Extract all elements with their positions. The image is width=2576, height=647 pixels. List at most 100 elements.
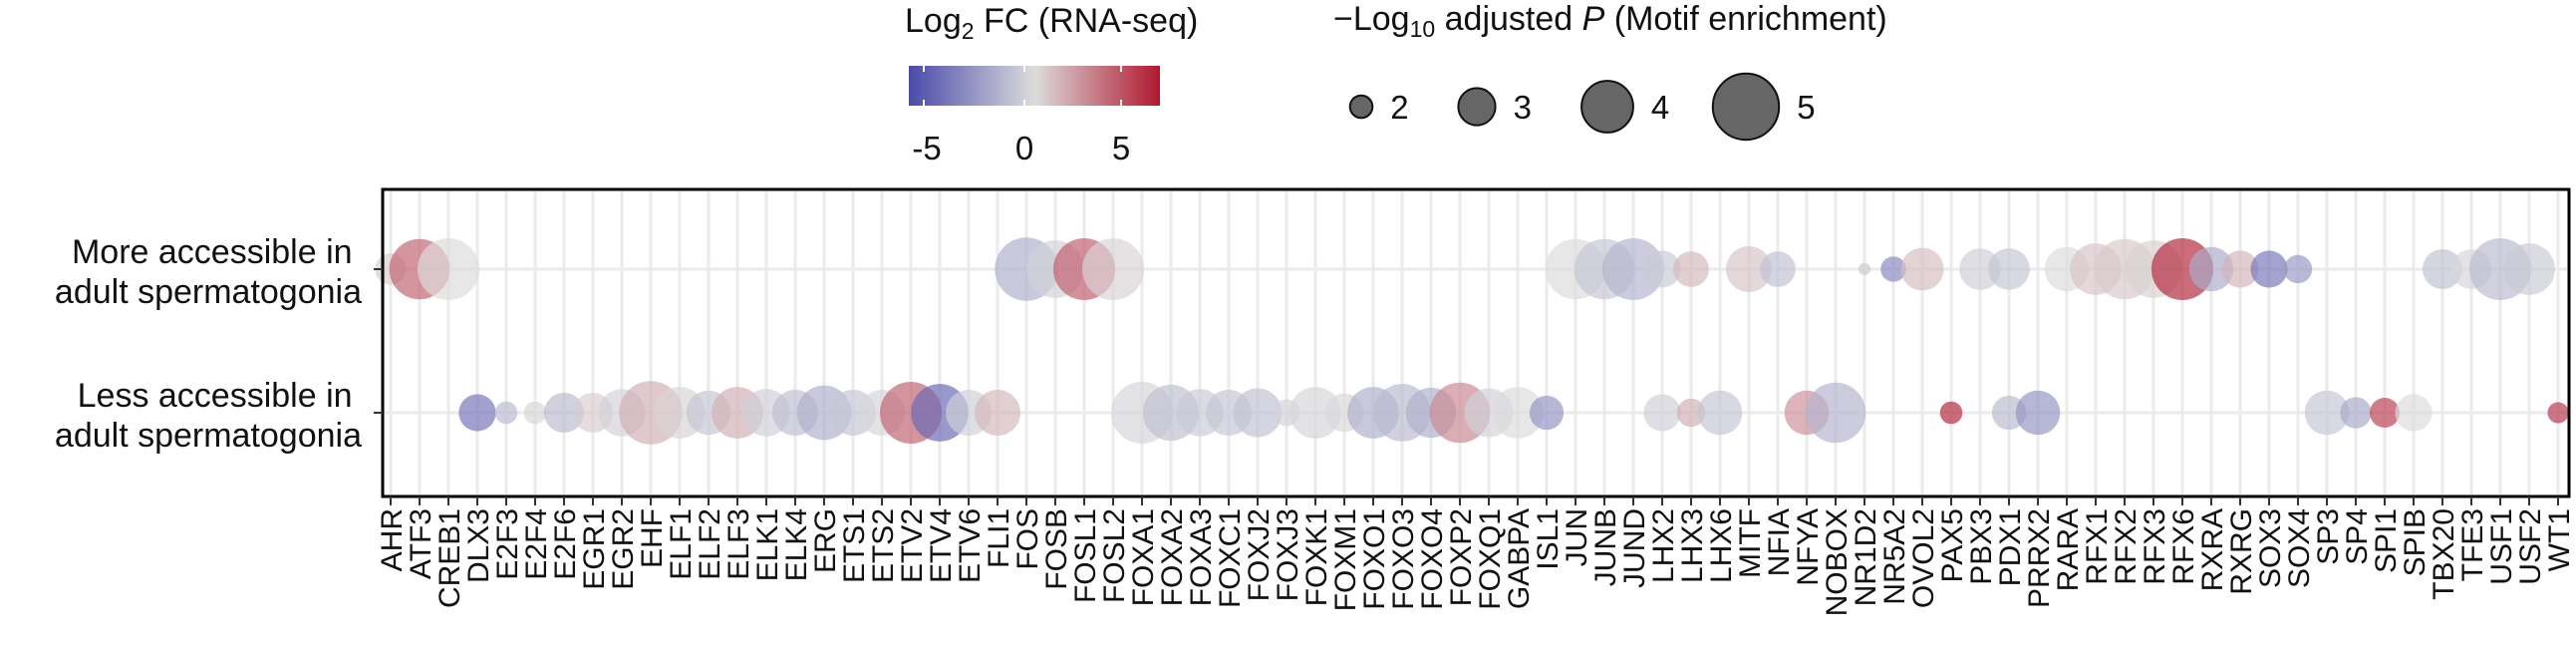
- color-legend-ticks: -5 0 5: [912, 66, 1130, 166]
- plot-border: [381, 187, 2571, 498]
- bubble-ovol2-more: [1900, 247, 1944, 291]
- x-tick-label: RXRA: [2196, 508, 2229, 591]
- y-label-line-2: adult spermatogonia: [55, 273, 362, 311]
- bubble-nfia-more: [1760, 251, 1796, 287]
- x-tick-label: FOSL2: [1098, 508, 1131, 603]
- x-tick-label: FOXQ1: [1474, 508, 1507, 610]
- size-legend: −Log10 adjusted P (Motif enrichment) 2 3 4…: [1333, 0, 1887, 142]
- size-legend-title: −Log10 adjusted P (Motif enrichment): [1333, 0, 1887, 42]
- x-tick-label: RFX3: [2139, 508, 2171, 585]
- x-tick-label: NR5A2: [1878, 508, 1911, 605]
- bubble-lhx3-more: [1673, 251, 1709, 287]
- bubble-isl1-less: [1529, 395, 1565, 431]
- x-tick-label: PRRX2: [2023, 508, 2056, 608]
- x-tick-label: PDX1: [1994, 508, 2027, 586]
- x-tick-label: AHR: [376, 508, 409, 571]
- x-tick-label: USF1: [2485, 508, 2518, 585]
- y-label-line-2: adult spermatogonia: [55, 417, 362, 455]
- x-tick-label: JUNB: [1589, 508, 1622, 586]
- bubble-e2f3-less: [494, 401, 518, 425]
- x-tick-label: SPI1: [2370, 508, 2403, 573]
- bubble-sp4-less: [2340, 397, 2372, 429]
- color-legend-tick-label: 5: [1112, 130, 1130, 166]
- bubble-creb1-more: [417, 237, 480, 301]
- x-tick-label: ELK1: [751, 508, 784, 581]
- x-tick-label: CREB1: [433, 508, 466, 608]
- x-tick-label: ERG: [809, 508, 842, 573]
- x-tick-label: ATF3: [405, 508, 437, 579]
- x-tick-label: FLI1: [983, 508, 1015, 568]
- x-tick-label: FOXO3: [1387, 508, 1420, 610]
- x-tick-label: FOXO1: [1358, 508, 1391, 610]
- x-tick-label: EGR2: [607, 508, 640, 590]
- x-tick-label: WT1: [2543, 508, 2576, 571]
- y-label-less-accessible: Less accessible in adult spermatogonia: [55, 377, 362, 455]
- x-tick-label: JUN: [1561, 508, 1593, 566]
- bubble-sox3-more: [2250, 250, 2288, 288]
- color-legend-tick-label: 0: [1015, 130, 1033, 166]
- bubble-jund-more: [1601, 237, 1665, 301]
- x-tick-label: NOBOX: [1821, 508, 1854, 616]
- bubble-foxk1-less: [1289, 387, 1341, 439]
- x-tick-label: ETS2: [867, 508, 900, 583]
- bubble-fosl2-more: [1081, 237, 1145, 301]
- bubble-lhx3-less: [1676, 398, 1706, 428]
- size-legend-circle: [1580, 80, 1634, 134]
- size-legend-label: 2: [1390, 89, 1408, 126]
- x-tick-label: FOXA2: [1156, 508, 1189, 606]
- bubble-lhx6-less: [1697, 390, 1743, 436]
- x-tick-label: ELK4: [780, 508, 813, 581]
- x-tick-label: FOSB: [1040, 508, 1073, 590]
- x-tick-label: ETS1: [838, 508, 871, 583]
- bubble-pbx3-more: [1959, 248, 2001, 290]
- x-tick-label: SPIB: [2399, 508, 2432, 576]
- size-legend-circle: [1348, 94, 1374, 120]
- size-legend-label: 4: [1651, 89, 1669, 126]
- x-tick-label: ETV6: [954, 508, 987, 583]
- x-tick-label: FOSL1: [1069, 508, 1102, 603]
- x-tick-label: LHX2: [1647, 508, 1680, 583]
- bubble-dlx3-less: [458, 394, 496, 432]
- bubble-tbx20-more: [2422, 248, 2463, 290]
- x-tick-label: NFIA: [1763, 508, 1796, 576]
- bubble-pax5-less: [1939, 401, 1963, 425]
- color-legend-title: Log2 FC (RNA-seq): [905, 2, 1198, 44]
- bubble-foxj2-less: [1233, 388, 1283, 438]
- size-legend-circle: [1711, 72, 1781, 142]
- y-label-more-accessible: More accessible in adult spermatogonia: [55, 233, 362, 311]
- x-tick-label: USF2: [2514, 508, 2547, 585]
- color-legend-gradient-bar: [909, 66, 1160, 106]
- x-tick-label: LHX6: [1705, 508, 1738, 583]
- x-tick-label: EHF: [636, 508, 669, 568]
- bubble-nobox-less: [1805, 382, 1866, 444]
- bubble-pdx1-more: [1988, 248, 2030, 290]
- bubble-gabpa-less: [1492, 387, 1544, 439]
- x-tick-label: FOXJ2: [1243, 508, 1276, 601]
- x-tick-label: FOXJ3: [1272, 508, 1304, 601]
- bubble-usf2-more: [2503, 243, 2555, 295]
- x-tick-label: ETV2: [896, 508, 929, 583]
- x-tick-label: SP3: [2312, 508, 2345, 565]
- x-tick-label: SOX4: [2283, 508, 2316, 588]
- x-tick-label: PBX3: [1965, 508, 1998, 585]
- plot-background: [383, 189, 2569, 496]
- x-tick-label: RFX2: [2110, 508, 2143, 585]
- bubble-lhx2-less: [1643, 394, 1681, 432]
- bubble-spi1-less: [2370, 398, 2400, 428]
- x-axis-labels: AHRATF3CREB1DLX3E2F3E2F4E2F6EGR1EGR2EHFE…: [376, 508, 2576, 616]
- y-axis-labels: More accessible in adult spermatogonia L…: [55, 233, 362, 455]
- x-tick-label: SP4: [2341, 508, 2374, 565]
- x-tick-label: FOXA3: [1185, 508, 1218, 606]
- x-tick-label: JUND: [1618, 508, 1651, 588]
- size-legend-circle: [1457, 87, 1497, 127]
- x-tick-label: FOXM1: [1329, 508, 1362, 611]
- x-tick-label: NFYA: [1792, 508, 1825, 586]
- x-tick-label: FOXP2: [1445, 508, 1478, 606]
- x-tick-label: FOXO4: [1416, 508, 1449, 610]
- bubble-sox4-more: [2283, 254, 2313, 284]
- x-tick-label: PAX5: [1936, 508, 1969, 583]
- x-tick-label: SOX3: [2254, 508, 2287, 588]
- x-tick-label: E2F6: [549, 508, 582, 580]
- bubble-fli1-less: [975, 390, 1020, 436]
